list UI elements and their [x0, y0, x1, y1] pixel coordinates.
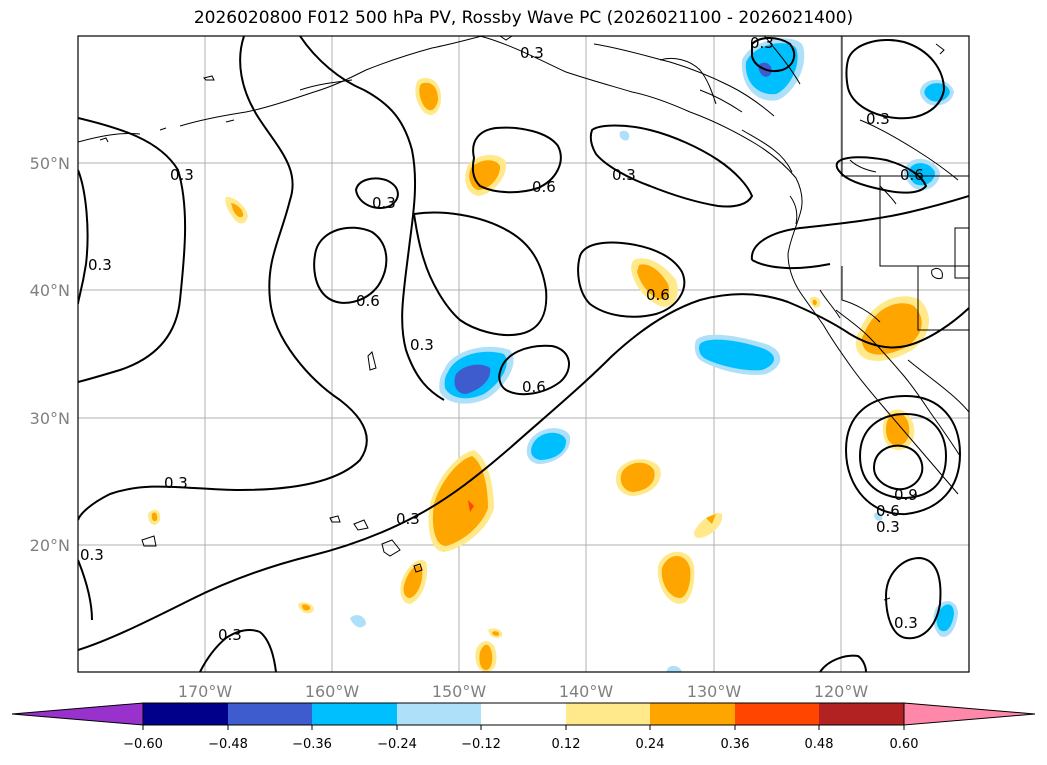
colorbar-segment — [566, 703, 650, 725]
lon-label-130w: 130°W — [687, 682, 742, 701]
lon-label-120w: 120°W — [814, 682, 869, 701]
contour-label: 0.3 — [164, 474, 188, 492]
contour-label: 0.3 — [866, 110, 890, 128]
contour-label: 0.3 — [750, 34, 774, 52]
colorbar-segment — [397, 703, 481, 725]
colorbar-segment — [650, 703, 735, 725]
contour-label: 0.3 — [218, 626, 242, 644]
colorbar-tick: 0.60 — [890, 737, 919, 752]
contour-label: 0.3 — [88, 256, 112, 274]
map-area — [78, 36, 969, 672]
contour-label: 0.6 — [900, 166, 924, 184]
lon-label-160w: 160°W — [305, 682, 360, 701]
contour-label: 0.3 — [170, 166, 194, 184]
colorbar-segment — [481, 703, 566, 725]
contour-label: 0.9 — [894, 486, 918, 504]
contour-label: 0.3 — [396, 510, 420, 528]
contour-label: 0.6 — [646, 286, 670, 304]
contour-label: 0.3 — [876, 518, 900, 536]
lat-label-30n: 30°N — [30, 409, 70, 428]
contour-label: 0.6 — [356, 292, 380, 310]
lat-label-40n: 40°N — [30, 281, 70, 300]
colorbar-tick: 0.36 — [721, 737, 750, 752]
colorbar-tick: −0.24 — [377, 737, 417, 752]
pv-contours — [78, 36, 969, 672]
contour-label: 0.3 — [894, 614, 918, 632]
colorbar-tick: −0.48 — [208, 737, 248, 752]
colorbar: −0.60 −0.48 −0.36 −0.24 −0.12 0.12 0.24 … — [11, 702, 1036, 752]
contour-label: 0.6 — [876, 502, 900, 520]
lat-label-20n: 20°N — [30, 536, 70, 555]
colorbar-extend-high — [903, 702, 1036, 726]
colorbar-segment — [143, 703, 228, 725]
contour-label: 0.3 — [612, 166, 636, 184]
contour-label: 0.6 — [522, 378, 546, 396]
pv-shading-negative — [350, 38, 958, 672]
lon-label-150w: 150°W — [432, 682, 487, 701]
colorbar-tick: 0.24 — [636, 737, 665, 752]
lon-label-140w: 140°W — [559, 682, 614, 701]
colorbar-segment — [228, 703, 312, 725]
colorbar-tick: −0.12 — [461, 737, 501, 752]
map-title: 2026020800 F012 500 hPa PV, Rossby Wave … — [193, 8, 854, 28]
contour-label: 0.3 — [80, 546, 104, 564]
colorbar-tick: 0.48 — [805, 737, 834, 752]
contour-label: 0.3 — [372, 194, 396, 212]
colorbar-tick: −0.60 — [123, 737, 163, 752]
longitude-labels: 170°W 160°W 150°W 140°W 130°W 120°W — [178, 682, 869, 701]
contour-label: 0.3 — [410, 336, 434, 354]
contour-label: 0.6 — [532, 178, 556, 196]
colorbar-tick: −0.36 — [292, 737, 332, 752]
colorbar-segment — [819, 703, 904, 725]
colorbar-tick: 0.12 — [552, 737, 581, 752]
colorbar-extend-low — [11, 702, 144, 726]
colorbar-segment — [312, 703, 397, 725]
contour-labels: 0.3 0.3 0.3 0.3 0.3 0.3 0.3 0.3 0.3 0.3 … — [80, 34, 924, 644]
map-border — [77, 35, 970, 673]
latitude-labels: 50°N 40°N 30°N 20°N — [30, 154, 70, 555]
lat-label-50n: 50°N — [30, 154, 70, 173]
lon-label-170w: 170°W — [178, 682, 233, 701]
colorbar-segment — [735, 703, 819, 725]
coastlines — [78, 36, 969, 601]
contour-label: 0.3 — [520, 44, 544, 62]
